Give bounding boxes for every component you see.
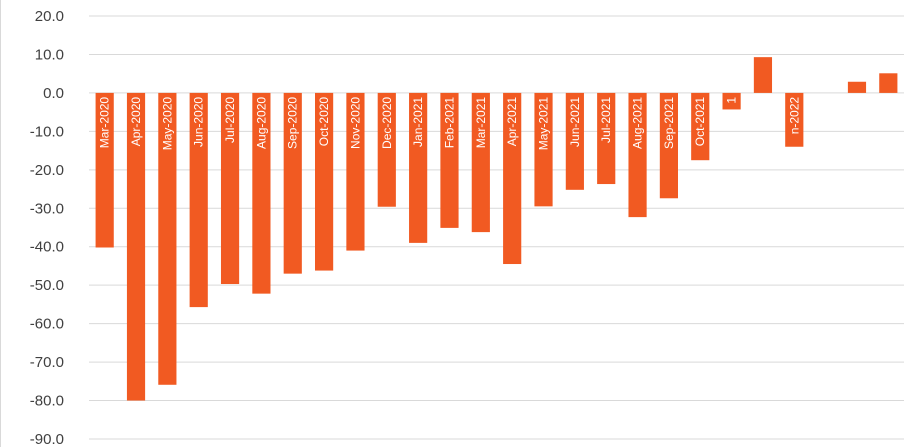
category-label: Feb-2021 xyxy=(442,97,456,149)
category-label: Sep-2021 xyxy=(662,97,676,149)
category-label: Jul-2021 xyxy=(599,97,613,143)
bar xyxy=(785,92,804,147)
category-label: Nov-2020 xyxy=(348,97,362,149)
bar xyxy=(409,92,428,243)
category-label: Mar-2020 xyxy=(98,97,112,149)
category-label: Sep-2020 xyxy=(286,97,300,149)
gridlines xyxy=(89,15,904,440)
y-axis-ticks: 20.0 10.0 0.0 -10.0 -20.0 -30.0 -40.0 -50.0 -60.… xyxy=(30,8,64,447)
category-label: May-2020 xyxy=(160,97,174,151)
bar xyxy=(847,81,867,93)
category-labels: Mar-2020 Apr-2020 May-2020 Jun-2020 Jul-2020… xyxy=(98,97,802,151)
category-label: Apr-2021 xyxy=(505,97,519,147)
category-label: Oct-2020 xyxy=(317,97,331,147)
y-tick-label: 10.0 xyxy=(35,46,64,63)
bar xyxy=(753,57,773,93)
y-tick-label: -80.0 xyxy=(30,393,64,410)
bar xyxy=(879,73,898,93)
bar xyxy=(252,92,271,294)
y-tick-label: -90.0 xyxy=(30,431,64,447)
bar xyxy=(503,92,522,265)
y-tick-label: 20.0 xyxy=(35,8,64,25)
category-label: Jan-2021 xyxy=(411,97,425,147)
bar xyxy=(691,92,710,161)
bar xyxy=(283,92,302,274)
bar xyxy=(628,92,647,218)
category-label: 1 xyxy=(725,97,739,104)
category-label: Mar-2021 xyxy=(474,97,488,149)
bar xyxy=(377,92,396,207)
category-label: n-2022 xyxy=(787,97,801,135)
bar xyxy=(722,92,741,110)
y-tick-label: -10.0 xyxy=(30,123,64,140)
category-label: May-2021 xyxy=(537,97,551,151)
bar xyxy=(126,92,146,401)
category-label: Apr-2020 xyxy=(129,97,143,147)
y-tick-label: 0.0 xyxy=(43,85,64,102)
bar xyxy=(440,92,459,228)
category-label: Aug-2021 xyxy=(631,97,645,149)
bar xyxy=(597,92,616,185)
bar xyxy=(659,92,678,199)
category-label: Dec-2020 xyxy=(380,97,394,149)
category-label: Jun-2021 xyxy=(568,97,582,147)
category-label: Jul-2020 xyxy=(223,97,237,143)
bar xyxy=(471,92,490,233)
y-tick-label: -70.0 xyxy=(30,354,64,371)
y-tick-label: -60.0 xyxy=(30,316,64,333)
bar xyxy=(95,92,114,248)
bar xyxy=(158,92,177,385)
bars xyxy=(95,57,898,401)
bar xyxy=(189,92,208,308)
y-tick-label: -30.0 xyxy=(30,200,64,217)
category-label: Aug-2020 xyxy=(254,97,268,149)
category-label: Oct-2021 xyxy=(693,97,707,147)
bar xyxy=(346,92,365,251)
y-tick-label: -40.0 xyxy=(30,239,64,256)
category-label: Jun-2020 xyxy=(192,97,206,147)
bar xyxy=(220,92,240,285)
bar xyxy=(315,92,334,271)
bar xyxy=(565,92,584,190)
bar xyxy=(534,92,553,207)
y-tick-label: -20.0 xyxy=(30,162,64,179)
y-tick-label: -50.0 xyxy=(30,277,64,294)
